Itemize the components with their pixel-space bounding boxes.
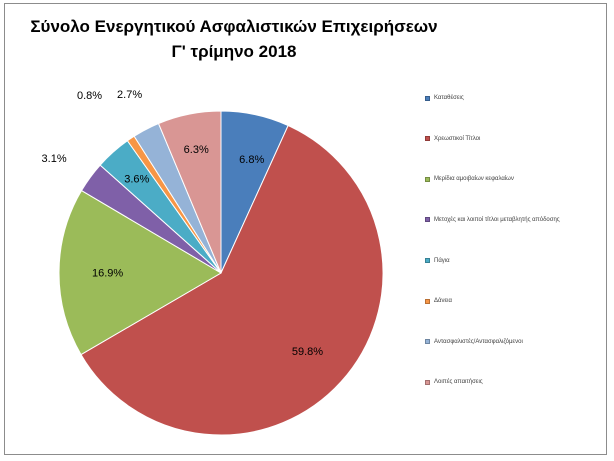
- chart-title-line: Σύνολο Ενεργητικού Ασφαλιστικών Επιχειρή…: [30, 17, 438, 36]
- legend-label: Μετοχές και λοιποί τίτλοι μεταβλητής από…: [434, 216, 560, 223]
- legend-label: Μερίδια αμοιβαίων κεφαλαίων: [434, 176, 514, 183]
- slice-data-label: 6.8%: [239, 154, 264, 166]
- slice-data-label: 0.8%: [77, 90, 102, 102]
- slice-data-label: 6.3%: [184, 144, 209, 156]
- slice-data-label: 59.8%: [292, 346, 323, 358]
- chart-title: Σύνολο Ενεργητικού Ασφαλιστικών Επιχειρή…: [19, 14, 449, 64]
- legend-item: Μερίδια αμοιβαίων κεφαλαίων: [425, 173, 514, 185]
- legend-label: Πάγια: [434, 257, 450, 264]
- legend-item: Δάνεια: [425, 295, 452, 307]
- pie-slice: [58, 189, 222, 356]
- legend-item: Χρεωστικοί Τίτλοι: [425, 133, 480, 145]
- slice-data-label: 3.6%: [124, 174, 149, 186]
- legend-swatch: [425, 217, 430, 223]
- legend-swatch: [425, 258, 430, 263]
- chart-subtitle: Γ' τρίμηνο 2018: [171, 42, 297, 61]
- slice-data-label: 2.7%: [117, 89, 142, 101]
- legend-swatch: [425, 95, 430, 101]
- pie-slice: [157, 110, 222, 274]
- legend-swatch: [425, 298, 430, 304]
- legend-label: Δάνεια: [434, 298, 452, 305]
- legend-swatch: [425, 176, 430, 182]
- legend-label: Καταθέσεις: [434, 95, 464, 101]
- chart-legend: Καταθέσεις Χρεωστικοί Τίτλοι Μερίδια αμοιβ…: [425, 92, 605, 422]
- legend-label: Λοιπές απαιτήσεις: [434, 379, 483, 386]
- legend-swatch: [425, 339, 430, 345]
- chart-frame: Σύνολο Ενεργητικού Ασφαλιστικών Επιχειρή…: [4, 3, 607, 455]
- legend-label: Αντασφαλιστές/Αντασφαλιζόμενοι: [434, 338, 523, 345]
- legend-item: Λοιπές απαιτήσεις: [425, 376, 483, 388]
- legend-label: Χρεωστικοί Τίτλοι: [434, 135, 481, 142]
- pie-slice: [80, 124, 384, 436]
- legend-swatch: [425, 379, 430, 385]
- legend-item: Πάγια: [425, 255, 450, 267]
- legend-item: Καταθέσεις: [425, 92, 464, 104]
- legend-item: Αντασφαλιστές/Αντασφαλιζόμενοι: [425, 336, 523, 348]
- legend-item: Μετοχές και λοιποί τίτλοι μεταβλητής από…: [425, 214, 560, 226]
- slice-data-label: 3.1%: [42, 153, 67, 165]
- legend-swatch: [425, 136, 430, 142]
- slice-data-label: 16.9%: [92, 268, 123, 280]
- pie-chart: 6.8% 59.8% 16.9% 3.1% 3.6% 0.8% 2.7% 6.3%: [42, 89, 384, 436]
